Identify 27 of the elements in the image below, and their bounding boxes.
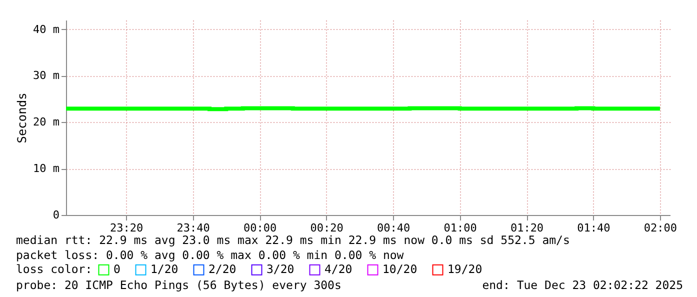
text: end: Tue Dec 23 02:02:22 2025: [482, 278, 683, 292]
x-tick-label: 23:40: [176, 222, 210, 234]
legend-label: 3/20: [266, 262, 294, 276]
x-tick-label: 00:40: [376, 222, 410, 234]
text: probe: 20 ICMP Echo Pings (56 Bytes) every 300s: [16, 278, 342, 292]
legend-title: loss color:: [16, 262, 92, 276]
y-tick-label: 20 m: [33, 116, 60, 129]
legend-label: 0: [114, 262, 120, 276]
text: median rtt: 22.9 ms avg 23.0 ms max 22.9 ms min 22.9 ms now 0.0 ms sd 552.5 am/s: [16, 233, 570, 247]
legend-label: 19/20: [448, 262, 482, 276]
legend-label: 4/20: [324, 262, 352, 276]
x-tick-label: 01:20: [510, 222, 544, 234]
y-tick-label: 10 m: [33, 162, 60, 176]
x-tick-label: 23:20: [110, 222, 144, 234]
y-tick-label: 0: [52, 208, 60, 222]
x-tick-label: 00:00: [243, 222, 277, 234]
y-axis-title: Seconds: [15, 92, 30, 144]
x-tick-label: 01:40: [577, 222, 610, 234]
x-tick-label: 00:20: [310, 222, 344, 234]
x-tick-label: 02:00: [644, 222, 678, 234]
legend-label: 1/20: [150, 262, 178, 276]
legend-label: 10/20: [382, 262, 418, 276]
y-tick-label: 40 m: [33, 22, 60, 36]
legend-label: 2/20: [208, 262, 236, 276]
text: packet loss: 0.00 % avg 0.00 % max 0.00 % min 0.00 % now: [16, 248, 404, 262]
x-tick-label: 01:00: [444, 222, 477, 234]
y-tick-label: 30 m: [33, 69, 60, 82]
